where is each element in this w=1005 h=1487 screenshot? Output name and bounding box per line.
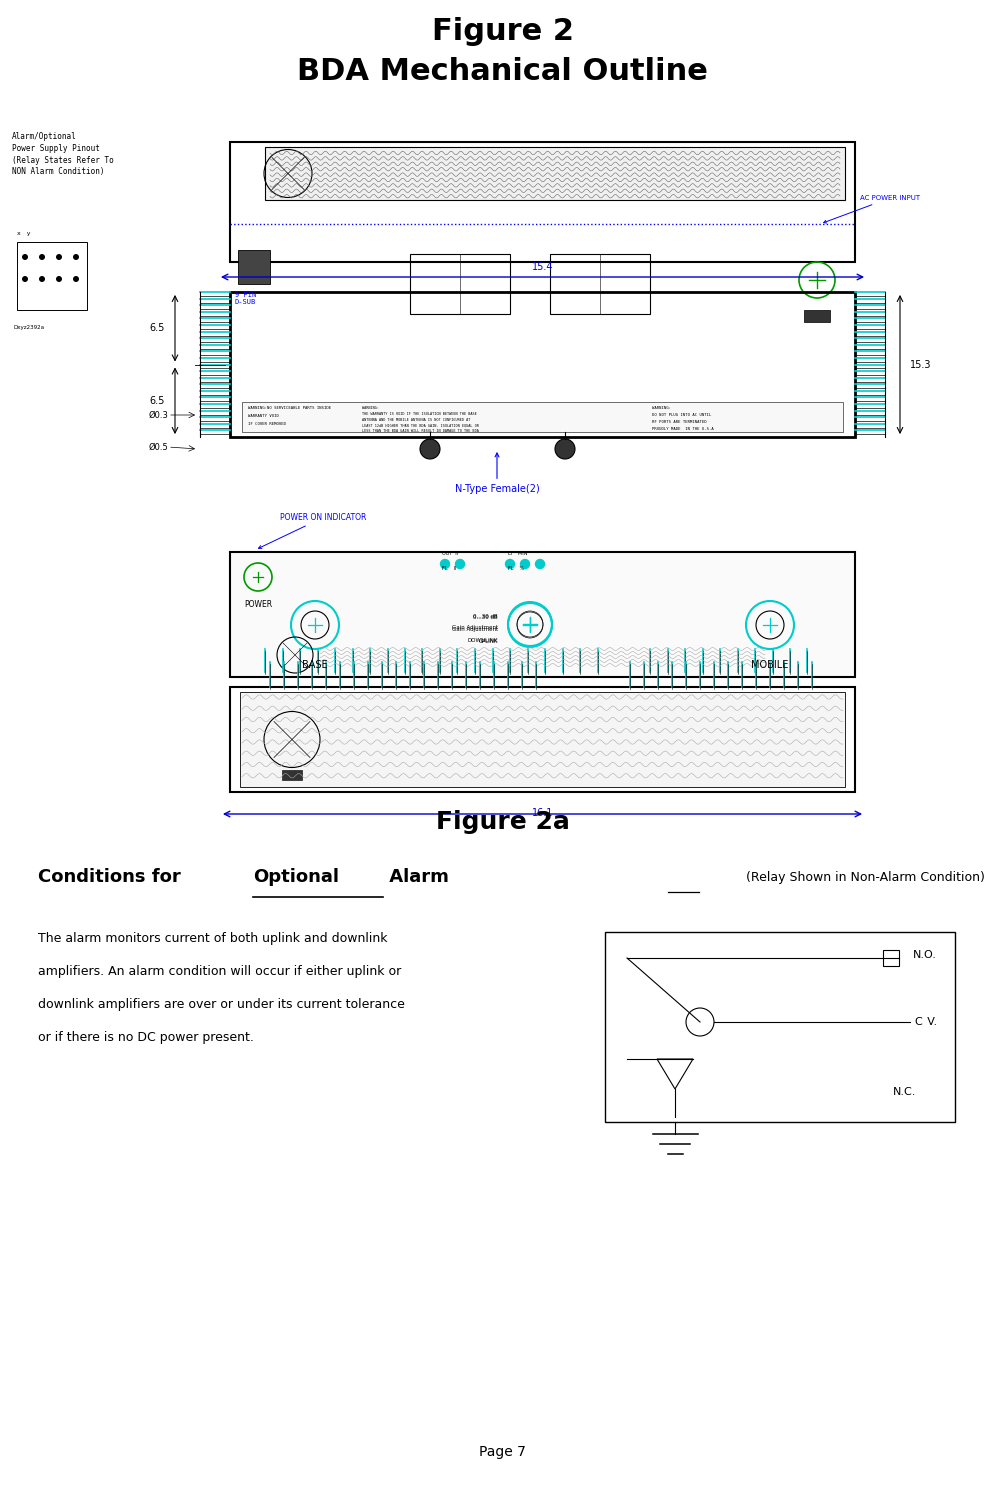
Text: 0...30 dB: 0...30 dB [473, 614, 498, 619]
Circle shape [56, 254, 62, 260]
Text: 9 PIN
D-SUB: 9 PIN D-SUB [235, 291, 256, 305]
Text: 16.1: 16.1 [532, 807, 553, 818]
Text: MOBILE: MOBILE [752, 660, 789, 671]
Text: Page 7: Page 7 [479, 1445, 526, 1459]
Circle shape [521, 559, 530, 568]
Text: LEAST 12dB HIGHER THAN THE BDA GAIN. ISOLATION EQUAL OR: LEAST 12dB HIGHER THAN THE BDA GAIN. ISO… [362, 424, 478, 427]
Bar [550, 254, 650, 314]
Text: WARNING:: WARNING: [652, 406, 671, 410]
Bar [605, 932, 955, 1123]
Text: THE WARRANTY IS VOID IF THE ISOLATION BETWEEN THE BASE: THE WARRANTY IS VOID IF THE ISOLATION BE… [362, 412, 476, 416]
Text: N.O.: N.O. [914, 950, 937, 961]
Text: POWER ON INDICATOR: POWER ON INDICATOR [258, 513, 367, 549]
Text: Figure 2a: Figure 2a [435, 810, 570, 834]
Bar [883, 950, 899, 967]
Text: Ø0.5: Ø0.5 [149, 443, 168, 452]
Text: FL    II: FL II [442, 567, 456, 571]
Text: Figure 2: Figure 2 [431, 18, 574, 46]
Text: LF   MIN: LF MIN [508, 552, 528, 556]
Text: Alarm/Optional
Power Supply Pinout
(Relay States Refer To
NON Alarm Condition): Alarm/Optional Power Supply Pinout (Rela… [12, 132, 114, 177]
Text: The alarm monitors current of both uplink and downlink: The alarm monitors current of both uplin… [38, 932, 388, 946]
Circle shape [22, 254, 28, 260]
Text: POWER: POWER [244, 599, 272, 610]
Text: 15.4: 15.4 [532, 262, 553, 272]
Text: BDA Mechanical Outline: BDA Mechanical Outline [297, 58, 708, 86]
Text: UPLINK: UPLINK [478, 638, 498, 644]
Text: OUT  IF: OUT IF [442, 552, 459, 556]
Circle shape [455, 559, 464, 568]
Text: x   y: x y [17, 232, 30, 236]
Text: or if there is no DC power present.: or if there is no DC power present. [38, 1030, 254, 1044]
Circle shape [22, 277, 28, 283]
Text: N-Type Female(2): N-Type Female(2) [454, 454, 540, 494]
Text: N.C.: N.C. [893, 1087, 917, 1097]
Text: WARNING:: WARNING: [362, 406, 379, 410]
Text: LESS THAN THE BDA GAIN WILL RESULT IN DAMAGE TO THE BDA: LESS THAN THE BDA GAIN WILL RESULT IN DA… [362, 430, 478, 433]
Text: DOWNLINK: DOWNLINK [467, 638, 498, 642]
Text: IF COVER REMOVED: IF COVER REMOVED [248, 422, 286, 425]
Text: DO NOT PLUG INTO AC UNTIL: DO NOT PLUG INTO AC UNTIL [652, 413, 712, 416]
Text: Ø0.3: Ø0.3 [148, 410, 168, 419]
Circle shape [440, 559, 449, 568]
Text: Optional: Optional [253, 868, 339, 886]
Bar [17, 242, 87, 309]
Circle shape [536, 559, 545, 568]
Circle shape [73, 277, 79, 283]
Bar [410, 254, 510, 314]
Text: C  V.: C V. [915, 1017, 937, 1028]
Text: PROUDLY MADE  IN THE U.S.A: PROUDLY MADE IN THE U.S.A [652, 427, 714, 431]
Bar [265, 147, 845, 199]
Text: WARRANTY VOID: WARRANTY VOID [248, 413, 278, 418]
Bar [230, 291, 855, 437]
Bar [282, 769, 302, 779]
Text: 6.5: 6.5 [150, 396, 165, 406]
Text: 15.3: 15.3 [910, 360, 932, 369]
Text: downlink amplifiers are over or under its current tolerance: downlink amplifiers are over or under it… [38, 998, 405, 1011]
Circle shape [420, 439, 440, 459]
Text: Gain Adjustment: Gain Adjustment [452, 626, 498, 632]
Text: Conditions for: Conditions for [38, 868, 187, 886]
Bar [238, 250, 270, 284]
Text: amplifiers. An alarm condition will occur if either uplink or: amplifiers. An alarm condition will occu… [38, 965, 401, 978]
Text: Dxyz2392a: Dxyz2392a [13, 324, 44, 330]
Text: ANTENNA AND THE MOBILE ANTENNA IS NOT CONFIGURED AT: ANTENNA AND THE MOBILE ANTENNA IS NOT CO… [362, 418, 470, 422]
Bar [804, 309, 830, 323]
Text: RF PORTS ARE TERMINATED: RF PORTS ARE TERMINATED [652, 419, 707, 424]
Text: BASE: BASE [303, 660, 328, 671]
Circle shape [555, 439, 575, 459]
Bar [230, 141, 855, 262]
Text: (Relay Shown in Non-Alarm Condition): (Relay Shown in Non-Alarm Condition) [746, 870, 985, 883]
Text: 0...30 dB: 0...30 dB [473, 614, 498, 620]
Bar [230, 552, 855, 677]
Text: FL    %: FL % [508, 567, 525, 571]
Bar [240, 691, 845, 787]
Bar [230, 687, 855, 793]
Text: Gain Adjustment: Gain Adjustment [452, 626, 498, 630]
Circle shape [39, 277, 45, 283]
Text: Alarm: Alarm [383, 868, 449, 886]
Circle shape [39, 254, 45, 260]
Circle shape [506, 559, 515, 568]
Circle shape [56, 277, 62, 283]
Text: WARNING:NO SERVICEABLE PARTS INSIDE: WARNING:NO SERVICEABLE PARTS INSIDE [248, 406, 331, 410]
Text: 6.5: 6.5 [150, 323, 165, 333]
Bar [242, 401, 843, 433]
Circle shape [73, 254, 79, 260]
Text: AC POWER INPUT: AC POWER INPUT [824, 195, 921, 223]
